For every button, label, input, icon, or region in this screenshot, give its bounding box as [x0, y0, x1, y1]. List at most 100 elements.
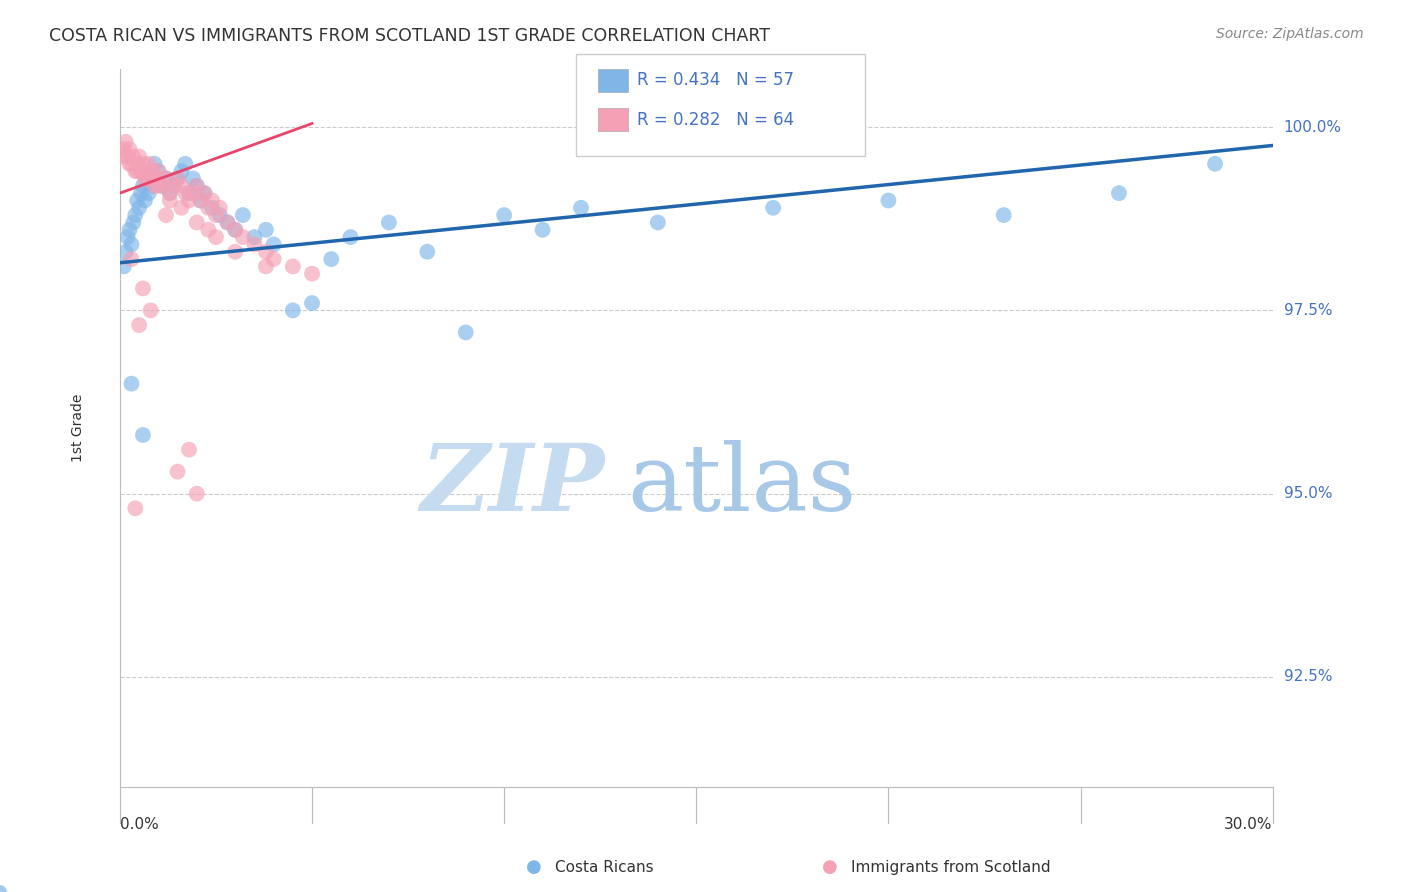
Point — [193, 186, 215, 201]
Point — [205, 208, 228, 222]
Point — [201, 201, 224, 215]
Point — [139, 303, 162, 318]
Point — [150, 178, 173, 193]
Point — [186, 178, 208, 193]
Point — [124, 208, 146, 222]
Point — [254, 244, 277, 259]
Point — [217, 215, 239, 229]
Point — [190, 194, 212, 208]
Point — [177, 186, 200, 201]
Point — [174, 186, 197, 201]
Point — [117, 149, 139, 163]
Point — [177, 194, 200, 208]
Point — [142, 164, 165, 178]
Text: atlas: atlas — [627, 440, 856, 530]
Point — [301, 296, 323, 310]
Point — [217, 215, 239, 229]
Point — [127, 157, 149, 171]
Point — [170, 201, 193, 215]
Point — [132, 281, 155, 295]
Point — [112, 260, 135, 274]
Point — [186, 178, 208, 193]
Point — [120, 157, 142, 171]
Point — [159, 194, 181, 208]
Point — [143, 178, 166, 193]
Point — [134, 194, 156, 208]
Point — [159, 186, 181, 201]
Point — [1204, 157, 1226, 171]
Point — [122, 215, 145, 229]
Point — [197, 201, 219, 215]
Point — [263, 252, 285, 266]
Point — [138, 186, 160, 201]
Point — [111, 149, 134, 163]
Point — [877, 194, 900, 208]
Point — [569, 201, 592, 215]
Point — [232, 230, 254, 244]
Point — [163, 178, 186, 193]
Point — [139, 164, 162, 178]
Point — [197, 223, 219, 237]
Text: Costa Ricans: Costa Ricans — [555, 860, 654, 874]
Point — [135, 171, 157, 186]
Point — [174, 157, 197, 171]
Text: Immigrants from Scotland: Immigrants from Scotland — [851, 860, 1050, 874]
Point — [114, 244, 136, 259]
Point — [112, 142, 135, 156]
Point — [647, 215, 669, 229]
Text: 0.0%: 0.0% — [120, 817, 159, 832]
Point — [128, 149, 150, 163]
Text: 100.0%: 100.0% — [1284, 120, 1341, 135]
Point — [243, 237, 266, 252]
Point — [138, 157, 160, 171]
Point — [134, 171, 156, 186]
Point — [118, 157, 141, 171]
Text: ●: ● — [821, 858, 838, 876]
Point — [120, 237, 142, 252]
Point — [166, 465, 188, 479]
Point — [148, 164, 170, 178]
Point — [166, 171, 188, 186]
Text: ZIP: ZIP — [420, 440, 605, 530]
Point — [1108, 186, 1130, 201]
Point — [301, 267, 323, 281]
Point — [145, 171, 167, 186]
Text: Source: ZipAtlas.com: Source: ZipAtlas.com — [1216, 27, 1364, 41]
Point — [243, 230, 266, 244]
Point — [208, 208, 231, 222]
Point — [181, 186, 204, 201]
Point — [170, 178, 193, 193]
Point — [170, 164, 193, 178]
Point — [993, 208, 1015, 222]
Point — [494, 208, 516, 222]
Point — [127, 194, 149, 208]
Point — [163, 178, 186, 193]
Point — [128, 201, 150, 215]
Point — [155, 171, 177, 186]
Text: 30.0%: 30.0% — [1225, 817, 1272, 832]
Point — [155, 171, 177, 186]
Point — [150, 178, 173, 193]
Point — [159, 186, 181, 201]
Point — [762, 201, 785, 215]
Point — [127, 164, 149, 178]
Point — [132, 178, 155, 193]
Point — [166, 171, 188, 186]
Text: ●: ● — [526, 858, 543, 876]
Point — [129, 186, 152, 201]
Point — [232, 208, 254, 222]
Point — [120, 252, 142, 266]
Point — [254, 260, 277, 274]
Point — [132, 428, 155, 442]
Point — [117, 230, 139, 244]
Point — [128, 318, 150, 332]
Point — [145, 171, 167, 186]
Point — [378, 215, 401, 229]
Point — [148, 164, 170, 178]
Point — [120, 376, 142, 391]
Point — [224, 244, 246, 259]
Point — [118, 223, 141, 237]
Point — [190, 194, 212, 208]
Point — [124, 501, 146, 516]
Point — [148, 178, 170, 193]
